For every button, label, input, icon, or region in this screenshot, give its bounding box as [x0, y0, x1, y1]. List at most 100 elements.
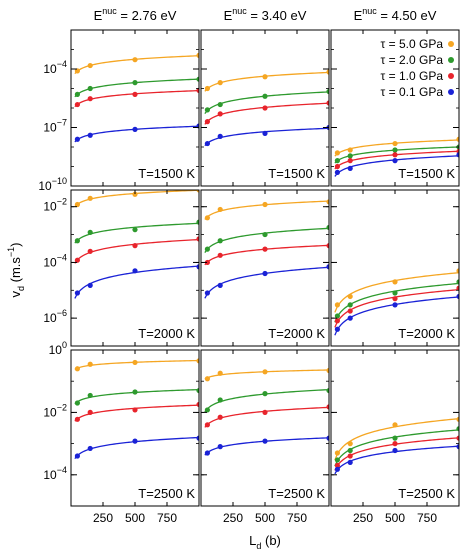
y-tick-label: 10−2: [43, 402, 67, 419]
data-point: [196, 401, 199, 408]
temperature-label: T=2000 K: [398, 326, 455, 341]
data-point: [196, 358, 199, 364]
data-point: [334, 326, 340, 332]
data-point: [262, 231, 268, 238]
fit-line-2: [334, 282, 459, 323]
data-point: [74, 257, 80, 263]
data-point: [132, 359, 138, 366]
data-point: [196, 264, 199, 270]
data-point: [196, 236, 199, 242]
data-point: [392, 279, 398, 285]
column-title-1: Enuc = 2.76 eV: [94, 6, 177, 23]
data-point: [87, 361, 93, 367]
y-tick-label: 10−4: [43, 465, 67, 482]
data-point: [87, 195, 93, 201]
temperature-label: T=2500 K: [398, 486, 455, 501]
data-point: [132, 227, 138, 233]
panel-r2-c1: [70, 189, 200, 347]
x-tick-label: 250: [353, 511, 373, 525]
data-point: [392, 296, 398, 302]
legend-label: τ = 0.1 GPa: [381, 85, 444, 99]
data-point: [217, 414, 223, 420]
data-point: [392, 140, 398, 147]
data-point: [262, 438, 268, 444]
x-tick-label: 500: [125, 511, 145, 525]
temperature-label: T=2500 K: [268, 486, 325, 501]
y-tick-label: 10−4: [43, 59, 67, 76]
data-point: [456, 136, 459, 142]
data-point: [262, 105, 268, 111]
data-point: [74, 136, 80, 142]
data-point: [87, 445, 93, 452]
legend-marker: [448, 89, 454, 95]
column-title-3: Enuc = 4.50 eV: [354, 6, 437, 23]
panel-r2-c3: [330, 189, 460, 347]
data-point: [326, 264, 329, 270]
data-point: [132, 243, 138, 249]
temperature-label: T=2500 K: [138, 486, 195, 501]
data-point: [132, 438, 138, 444]
data-point: [262, 391, 268, 397]
y-tick-label: 10−7: [43, 118, 67, 135]
data-point: [334, 302, 340, 308]
data-point: [217, 80, 223, 86]
y-tick-label: 100: [49, 340, 67, 357]
data-point: [87, 409, 93, 415]
legend-marker: [448, 73, 454, 79]
data-point: [204, 119, 210, 125]
data-point: [456, 285, 459, 291]
y-axis-label: vd (m.s−1): [6, 242, 26, 297]
data-point: [326, 404, 329, 410]
data-point: [456, 416, 459, 422]
data-point: [326, 367, 329, 374]
data-point: [196, 52, 199, 58]
y-tick-label: 10−4: [43, 252, 67, 269]
data-point: [262, 74, 268, 80]
data-point: [196, 387, 199, 394]
data-point: [326, 387, 329, 394]
data-point: [392, 158, 398, 164]
data-point: [132, 57, 138, 63]
data-point: [347, 158, 353, 164]
data-point: [334, 318, 340, 324]
data-point: [347, 453, 353, 459]
data-point: [74, 201, 80, 208]
data-point: [392, 441, 398, 447]
data-point: [334, 466, 340, 472]
data-point: [74, 416, 80, 422]
data-point: [217, 238, 223, 244]
x-tick-label: 750: [157, 511, 177, 525]
data-point: [334, 158, 340, 164]
data-point: [392, 152, 398, 158]
fit-line-3: [74, 404, 199, 422]
data-point: [392, 422, 398, 428]
data-point: [87, 229, 93, 235]
data-point: [217, 133, 223, 139]
panel-r3-c3: [330, 349, 460, 507]
x-tick-label: 250: [93, 511, 113, 525]
data-point: [196, 76, 199, 82]
data-point: [74, 68, 80, 74]
legend-marker: [448, 41, 454, 47]
data-point: [87, 96, 93, 102]
data-point: [456, 426, 459, 432]
fit-line-3: [334, 289, 459, 328]
data-point: [347, 147, 353, 153]
data-point: [456, 435, 459, 441]
data-point: [74, 290, 80, 296]
data-point: [217, 282, 223, 288]
data-point: [204, 107, 210, 113]
data-point: [326, 435, 329, 441]
data-point: [74, 453, 80, 459]
data-point: [347, 293, 353, 300]
fit-line-3: [74, 238, 199, 264]
data-point: [204, 140, 210, 147]
data-point: [74, 91, 80, 97]
data-point: [347, 308, 353, 314]
data-point: [326, 100, 329, 106]
data-point: [204, 290, 210, 296]
temperature-label: T=1500 K: [138, 166, 195, 181]
temperature-label: T=1500 K: [268, 166, 325, 181]
data-point: [74, 366, 80, 372]
